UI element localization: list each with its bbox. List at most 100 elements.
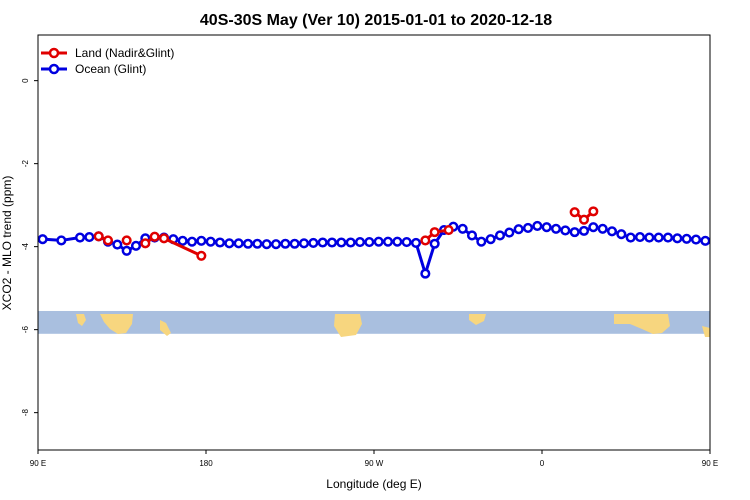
legend: Land (Nadir&Glint) Ocean (Glint) [41,46,174,76]
ocean-data-point [541,222,552,233]
map-land-mass [76,314,86,326]
ocean-data-point [261,239,272,250]
series-ocean-glint [37,220,711,279]
ocean-data-point [242,238,254,249]
ocean-data-point [186,236,198,247]
legend-entry-land: Land (Nadir&Glint) [41,46,174,60]
ocean-data-point [364,237,375,248]
ocean-data-point [298,238,310,249]
x-tick-label: 90 E [702,459,718,468]
ocean-data-point [597,223,608,234]
legend-label-ocean: Ocean (Glint) [75,62,146,76]
ocean-data-point [317,237,328,248]
ocean-data-point [522,222,534,234]
ocean-data-point [634,232,646,243]
ocean-data-point [578,225,590,236]
map-land-mass [469,314,486,325]
ocean-data-point [233,238,244,249]
ocean-data-point [196,235,207,246]
ocean-data-point [308,237,319,248]
ocean-data-point [205,236,216,247]
x-tick-label: 0 [540,459,545,468]
ocean-series-line [42,224,706,279]
ocean-data-point [177,235,188,246]
legend-label-land: Land (Nadir&Glint) [75,46,174,60]
ocean-data-point [373,236,384,247]
land-data-point [429,227,440,238]
ocean-data-point [336,237,347,248]
ocean-data-point [672,233,683,244]
ocean-data-point [326,237,338,248]
ocean-data-point [700,235,711,246]
ocean-data-point [625,232,636,243]
land-data-point [196,250,207,261]
ocean-data-point [37,234,48,245]
series-land-nadir-glint [93,206,599,261]
map-land-mass [614,314,670,334]
land-data-point [420,235,431,246]
map-ocean-band [38,310,710,334]
land-data-point [578,214,590,225]
legend-marker-ocean [48,63,60,75]
ocean-data-point [513,224,524,235]
land-data-point [569,207,580,218]
ocean-data-point [429,238,440,249]
map-land-mass [334,314,362,337]
ocean-data-point [550,223,562,234]
ocean-data-point [112,239,123,250]
ocean-data-point [662,232,674,243]
ocean-data-point [476,236,487,247]
ocean-data-point [252,238,263,249]
ocean-data-point [280,238,291,249]
x-tick-label: 180 [199,459,213,468]
y-tick-label: -2 [21,160,30,168]
map-land-mass [160,320,171,336]
x-axis-ticks: 90 E 180 90 W 0 90 E [30,450,718,468]
ocean-data-point [485,234,496,245]
ocean-data-point [401,237,412,248]
land-data-point [443,225,454,236]
ocean-data-point [569,227,580,238]
ocean-data-point [130,240,142,251]
land-data-point [102,235,114,246]
x-axis-label: Longitude (deg E) [326,477,421,491]
land-data-point [93,231,104,242]
ocean-data-point [616,229,627,240]
land-data-point [140,238,151,249]
ocean-data-point [690,234,702,245]
ocean-data-point [560,225,571,236]
land-data-point [158,233,170,244]
ocean-data-point [494,230,506,241]
ocean-data-point [606,226,618,237]
ocean-data-point [420,268,431,279]
map-land-mass [100,314,133,334]
land-data-point [149,231,160,242]
ocean-data-point [504,227,515,238]
ocean-data-point [382,236,394,247]
coastline-map-strip [38,310,710,337]
ocean-data-point [653,232,664,243]
ocean-data-point [214,237,226,248]
ocean-data-point [457,223,468,234]
ocean-data-point [270,239,282,250]
y-axis-label: XCO2 - MLO trend (ppm) [0,176,14,311]
y-tick-label: -6 [21,326,30,334]
y-tick-label: -4 [21,243,30,251]
y-tick-label: 0 [21,78,30,83]
ocean-data-point [392,236,403,247]
ocean-data-point [644,232,655,243]
ocean-data-point [121,245,132,256]
y-axis-ticks: 0 -2 -4 -6 -8 [21,78,38,416]
ocean-data-point [289,238,300,249]
x-tick-label: 90 E [30,459,46,468]
x-tick-label: 90 W [365,459,384,468]
ocean-data-point [466,230,478,241]
legend-entry-ocean: Ocean (Glint) [41,62,146,76]
ocean-data-point [354,237,366,248]
chart-title: 40S-30S May (Ver 10) 2015-01-01 to 2020-… [200,12,552,29]
legend-marker-land [48,47,60,59]
ocean-data-point [224,238,235,249]
ocean-data-point [56,235,67,246]
ocean-data-point [588,222,599,233]
